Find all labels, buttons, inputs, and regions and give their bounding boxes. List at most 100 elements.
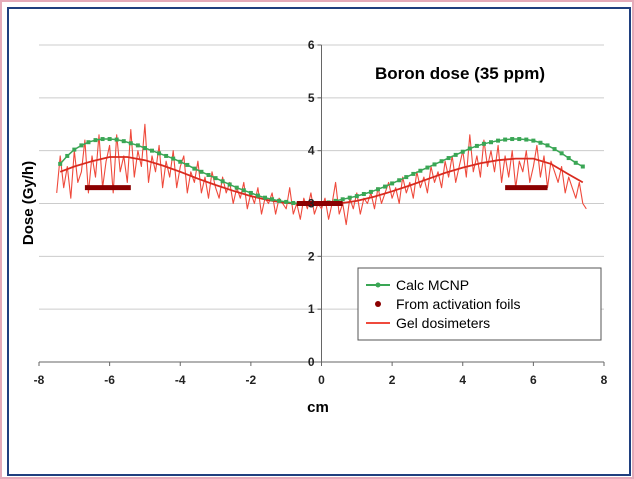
x-tick-label: 2 [389,373,396,387]
calc-mcnp-point [79,143,84,148]
calc-mcnp-point [489,140,493,145]
calc-mcnp-point [263,195,267,200]
calc-mcnp-point [390,181,395,186]
calc-mcnp-point [241,188,246,193]
calc-mcnp-point [559,151,564,156]
calc-mcnp-point [361,191,366,196]
legend-foils-marker [375,301,381,307]
calc-mcnp-point [517,137,522,142]
calc-mcnp-point [255,193,260,198]
calc-mcnp-point [164,153,169,158]
y-tick-label: 1 [308,302,315,316]
calc-mcnp-point [538,140,543,145]
calc-mcnp-point [531,138,536,143]
chart-title: Boron dose (35 ppm) [375,64,545,83]
calc-mcnp-point [383,184,388,189]
y-tick-label: 5 [308,91,315,105]
calc-mcnp-point [376,187,380,192]
y-tick-label: 2 [308,249,315,263]
calc-mcnp-point [333,198,338,203]
calc-mcnp-point [524,137,529,142]
calc-mcnp-point [411,171,416,176]
y-axis-title: Dose (Gy/h) [20,161,37,245]
legend: Calc MCNP From activation foils Gel dosi… [357,267,602,341]
calc-mcnp-point [65,153,70,158]
x-axis-title: cm [307,399,329,416]
calc-mcnp-point [446,156,451,161]
calc-mcnp-point [496,138,501,143]
calc-mcnp-point [368,189,373,194]
x-tick-label: -8 [34,373,45,387]
calc-mcnp-point [171,156,176,161]
calc-mcnp-point [150,148,154,153]
calc-mcnp-point [354,194,359,199]
calc-mcnp-point [178,159,183,164]
x-tick-label: 8 [601,373,608,387]
calc-mcnp-point [291,200,296,205]
x-tick-label: -2 [246,373,257,387]
calc-mcnp-point [192,166,197,171]
legend-foils-label: From activation foils [396,296,520,312]
calc-mcnp-point [121,139,126,144]
legend-box [357,267,602,341]
calc-mcnp-point [227,182,232,187]
calc-mcnp-point [284,199,289,204]
legend-mcnp-marker [375,282,381,288]
calc-mcnp-layer [58,137,585,206]
x-tick-label: 6 [530,373,537,387]
calc-mcnp-point [199,169,204,174]
calc-mcnp-point [439,159,444,164]
calc-mcnp-point [573,160,578,165]
legend-gel-label: Gel dosimeters [396,315,490,331]
calc-mcnp-point [220,179,225,184]
calc-mcnp-point [467,146,472,151]
x-tick-label: 4 [459,373,466,387]
calc-mcnp-point [277,198,282,203]
tick-label-layer: 0 1 2 3 4 5 6 -8 -6 -4 -2 0 2 4 6 8 [34,38,608,387]
calc-mcnp-point [142,146,147,151]
calc-mcnp-point [481,141,486,146]
calc-mcnp-point [128,141,133,146]
x-tick-label: -6 [104,373,115,387]
calc-mcnp-point [206,172,211,177]
y-tick-label: 6 [308,38,315,52]
calc-mcnp-point [86,140,91,145]
calc-mcnp-point [114,137,119,142]
calc-mcnp-point [545,143,550,148]
calc-mcnp-point [460,149,465,154]
calc-mcnp-point [157,151,162,156]
calc-mcnp-point [425,165,430,170]
calc-mcnp-point [185,162,190,167]
calc-mcnp-point [107,137,112,142]
legend-mcnp-label: Calc MCNP [396,277,469,293]
calc-mcnp-point [234,185,239,190]
calc-mcnp-point [213,176,218,181]
calc-mcnp-point [248,190,253,195]
calc-mcnp-point [270,197,275,202]
calc-mcnp-point [453,152,458,157]
calc-mcnp-point [72,147,77,152]
calc-mcnp-point [404,175,409,180]
gel-dosimeters-noisy-line [56,123,587,226]
calc-mcnp-point [580,164,585,169]
calc-mcnp-point [552,147,557,152]
calc-mcnp-point [58,161,63,166]
calc-mcnp-point [503,137,508,142]
calc-mcnp-point [566,156,571,161]
y-tick-label: 3 [308,197,315,211]
calc-mcnp-point [432,162,437,167]
calc-mcnp-point [510,137,515,142]
x-tick-label: -4 [175,373,186,387]
calc-mcnp-point [100,137,105,142]
calc-mcnp-point [418,168,423,173]
calc-mcnp-point [340,197,345,202]
calc-mcnp-point [135,143,140,148]
gel-dosimeters-layer [56,123,587,226]
x-tick-label: 0 [318,373,325,387]
calc-mcnp-point [474,143,479,148]
figure-border [7,7,631,476]
calc-mcnp-point [347,195,352,200]
y-tick-label: 4 [308,144,315,158]
